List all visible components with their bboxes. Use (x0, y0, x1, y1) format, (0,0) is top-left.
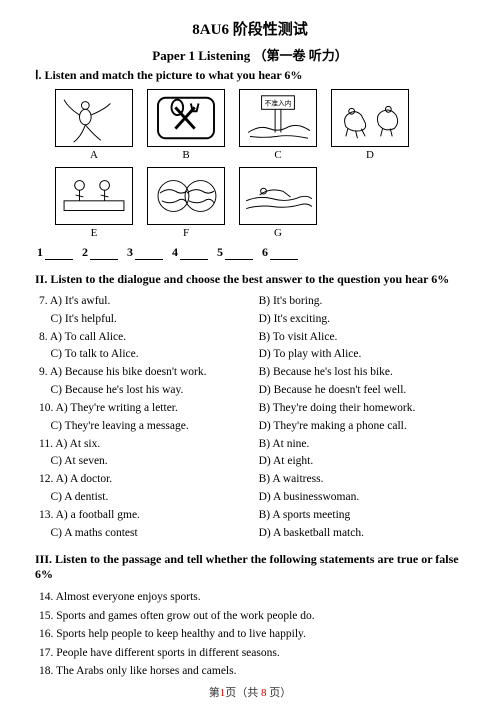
label-b: B (147, 149, 225, 161)
label-row-2: E F G (55, 227, 465, 239)
pic-b (147, 89, 225, 147)
option-c: C) It's helpful. (35, 311, 259, 329)
statement: 14. Almost everyone enjoys sports. (35, 588, 465, 606)
option-d: D) To play with Alice. (259, 346, 465, 364)
label-c: C (239, 149, 317, 161)
option-d: D) A basketball match. (259, 525, 465, 543)
option-c: C) A maths contest (35, 525, 259, 543)
option-d: D) It's exciting. (259, 311, 465, 329)
label-d: D (331, 149, 409, 161)
option-c: C) They're leaving a message. (35, 418, 259, 436)
option-c: C) At seven. (35, 453, 259, 471)
section2-questions: 7. A) It's awful.B) It's boring. C) It's… (35, 293, 465, 542)
option-b: B) A sports meeting (259, 507, 465, 525)
option-a: 13. A) a football gme. (35, 507, 259, 525)
option-b: B) A waitress. (259, 471, 465, 489)
page-footer: 第1页（共 8 页） (0, 684, 500, 700)
label-f: F (147, 227, 225, 239)
picture-row-2 (55, 167, 465, 225)
option-d: D) At eight. (259, 453, 465, 471)
option-b: B) Because he's lost his bike. (259, 364, 465, 382)
pic-f (147, 167, 225, 225)
option-c: C) Because he's lost his way. (35, 382, 259, 400)
option-b: B) To visit Alice. (259, 329, 465, 347)
page-title: 8AU6 阶段性测试 (35, 18, 465, 39)
statement: 17. People have different sports in diff… (35, 644, 465, 662)
option-a: 8. A) To call Alice. (35, 329, 259, 347)
option-a: 9. A) Because his bike doesn't work. (35, 364, 259, 382)
section3-statements: 14. Almost everyone enjoys sports.15. Sp… (35, 588, 465, 680)
statement: 15. Sports and games often grow out of t… (35, 607, 465, 625)
label-g: G (239, 227, 317, 239)
picture-row-1: 不准入内 (55, 89, 465, 147)
pic-d (331, 89, 409, 147)
label-a: A (55, 149, 133, 161)
section1-heading: Ⅰ. Listen and match the picture to what … (35, 68, 465, 83)
pic-e (55, 167, 133, 225)
page-subtitle: Paper 1 Listening （第一卷 听力） (35, 45, 465, 64)
option-a: 7. A) It's awful. (35, 293, 259, 311)
option-d: D) Because he doesn't feel well. (259, 382, 465, 400)
section2-heading: II. Listen to the dialogue and choose th… (35, 272, 465, 287)
pic-g (239, 167, 317, 225)
statement: 18. The Arabs only like horses and camel… (35, 662, 465, 680)
label-row-1: A B C D (55, 149, 465, 161)
section3-heading: III. Listen to the passage and tell whet… (35, 552, 465, 582)
option-d: D) A businesswoman. (259, 489, 465, 507)
statement: 16. Sports help people to keep healthy a… (35, 625, 465, 643)
option-b: B) At nine. (259, 436, 465, 454)
label-e: E (55, 227, 133, 239)
option-d: D) They're making a phone call. (259, 418, 465, 436)
option-a: 11. A) At six. (35, 436, 259, 454)
option-a: 12. A) A doctor. (35, 471, 259, 489)
option-b: B) They're doing their homework. (259, 400, 465, 418)
sign-text: 不准入内 (264, 98, 291, 107)
option-c: C) A dentist. (35, 489, 259, 507)
option-a: 10. A) They're writing a letter. (35, 400, 259, 418)
option-b: B) It's boring. (259, 293, 465, 311)
pic-c: 不准入内 (239, 89, 317, 147)
answer-blanks: 1 2 3 4 5 6 (37, 245, 465, 260)
option-c: C) To talk to Alice. (35, 346, 259, 364)
pic-a (55, 89, 133, 147)
